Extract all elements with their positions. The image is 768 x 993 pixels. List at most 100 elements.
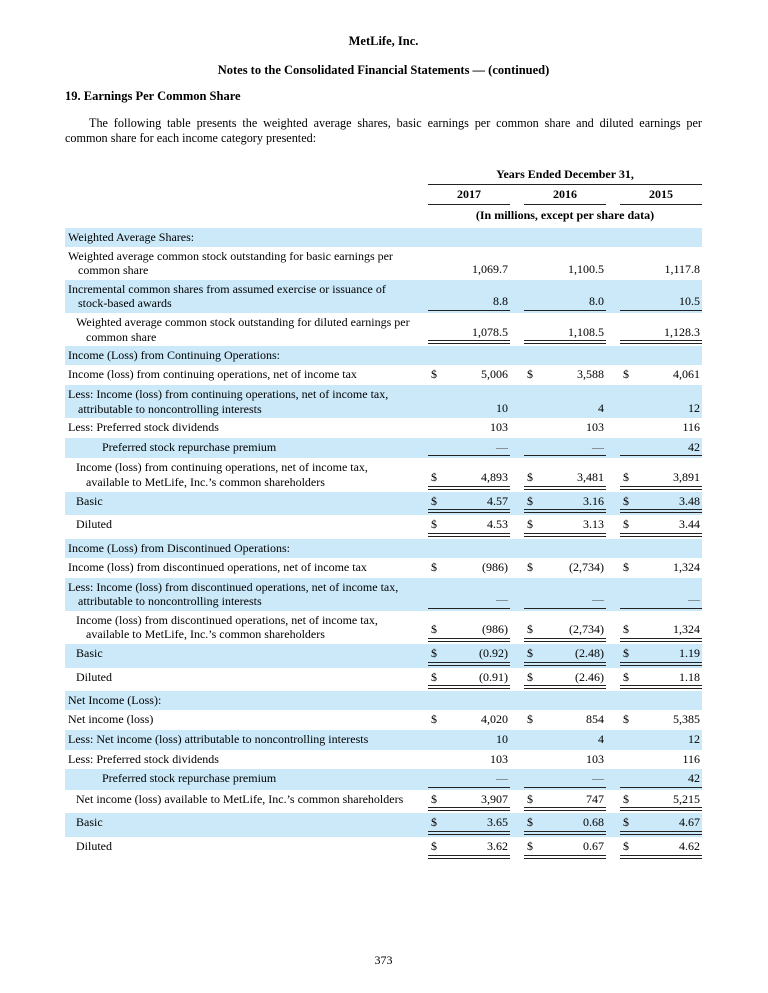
value-cell: 1,108.5 xyxy=(524,325,606,345)
value: 3.13 xyxy=(583,517,604,532)
value-cell: $1.18 xyxy=(620,670,702,690)
value-cell: 42 xyxy=(620,440,702,457)
value-cell: $3.44 xyxy=(620,517,702,537)
value-cell: $ (0.92) xyxy=(428,646,510,666)
value: 3.62 xyxy=(487,839,508,853)
value-cell: 1,100.5 xyxy=(524,262,606,278)
value-cell: $3.16 xyxy=(524,494,606,514)
table-row: Less: Preferred stock dividends 103 103 116 xyxy=(65,418,702,438)
dollar-sign: $ xyxy=(431,669,437,684)
dollar-sign: $ xyxy=(623,622,629,637)
row-label: Income (Loss) from Continuing Operations… xyxy=(68,348,280,363)
row-label: Weighted average common stock outstandin… xyxy=(68,248,393,278)
table-row: Income (loss) from continuing operations… xyxy=(65,365,702,385)
table-row: Income (loss) from discontinued operatio… xyxy=(65,611,702,644)
dollar-sign: $ xyxy=(527,712,533,727)
value-cell: $4.57 xyxy=(428,494,510,514)
value: 1,324 xyxy=(673,622,700,637)
value: 8.0 xyxy=(589,294,604,309)
value: 4.57 xyxy=(487,493,508,508)
value: 8.8 xyxy=(493,294,508,309)
value-cell: — xyxy=(524,592,606,609)
row-label: Income (loss) from continuing operations… xyxy=(68,367,357,382)
row-label: Diluted xyxy=(76,517,112,532)
notes-subtitle: Notes to the Consolidated Financial Stat… xyxy=(217,63,550,77)
value: 4.53 xyxy=(487,517,508,532)
row-label: Weighted average common stock outstandin… xyxy=(76,315,410,344)
dollar-sign: $ xyxy=(527,839,533,853)
dollar-sign: $ xyxy=(431,815,437,830)
value: 116 xyxy=(682,420,700,435)
value: 4,020 xyxy=(481,712,508,727)
value-cell: $ (986) xyxy=(428,560,510,576)
value-cell: — xyxy=(524,771,606,788)
row-label: Less: Preferred stock dividends xyxy=(68,751,219,766)
table-row: Basic $ (0.92) $ (2.48) $1.19 xyxy=(65,644,702,668)
dollar-sign: $ xyxy=(623,470,629,484)
row-label: Less: Income (loss) from continuing oper… xyxy=(68,386,389,416)
value: 0.67 xyxy=(583,839,604,853)
value-cell: $ (2,734) xyxy=(524,622,606,642)
value: 3.44 xyxy=(679,517,700,532)
value-cell: 10.5 xyxy=(620,294,702,311)
row-label: Diluted xyxy=(76,839,112,853)
table-row: Basic $3.65 $0.68 $4.67 xyxy=(65,813,702,837)
value-cell: 10 xyxy=(428,732,510,748)
value: 3,907 xyxy=(481,791,508,806)
row-label: Income (Loss) from Discontinued Operatio… xyxy=(68,540,290,555)
value-cell: 103 xyxy=(428,420,510,436)
value: (2,734) xyxy=(569,622,604,637)
value-cell: 116 xyxy=(620,752,702,768)
value-cell: $4,893 xyxy=(428,470,510,490)
row-label: Basic xyxy=(76,815,103,830)
company-title: MetLife, Inc. xyxy=(348,34,419,48)
value-cell: $ (986) xyxy=(428,622,510,642)
value-cell: 12 xyxy=(620,732,702,748)
dollar-sign: $ xyxy=(431,470,437,484)
dollar-sign: $ xyxy=(431,839,437,853)
row-label: Diluted xyxy=(76,669,112,684)
value-cell: $3.62 xyxy=(428,839,510,859)
dollar-sign: $ xyxy=(623,559,629,574)
dollar-sign: $ xyxy=(527,517,533,532)
value: 3.48 xyxy=(679,493,700,508)
value-cell: $1,324 xyxy=(620,560,702,576)
value-cell: $4.62 xyxy=(620,839,702,859)
table-row: Income (loss) from discontinued operatio… xyxy=(65,558,702,578)
value-cell: $3.65 xyxy=(428,815,510,835)
value-cell: $ (2,734) xyxy=(524,560,606,576)
value: 1.18 xyxy=(679,669,700,684)
dollar-sign: $ xyxy=(431,559,437,574)
value-cell: 8.8 xyxy=(428,294,510,311)
value-cell: — xyxy=(428,592,510,609)
row-label: Less: Income (loss) from discontinued op… xyxy=(68,579,399,609)
dollar-sign: $ xyxy=(527,367,533,382)
table-row: Basic $4.57 $3.16 $3.48 xyxy=(65,491,702,516)
dollar-sign: $ xyxy=(527,646,533,660)
value: — xyxy=(592,439,604,454)
value: — xyxy=(496,439,508,454)
dollar-sign: $ xyxy=(623,646,629,660)
intro-paragraph: The following table presents the weighte… xyxy=(65,116,702,146)
dollar-sign: $ xyxy=(431,517,437,532)
row-label: Income (loss) from discontinued operatio… xyxy=(68,559,367,574)
value-cell: 1,117.8 xyxy=(620,262,702,278)
value: (986) xyxy=(482,622,508,637)
value-cell: 1,069.7 xyxy=(428,262,510,278)
value: 854 xyxy=(586,712,604,727)
value-cell: $3.13 xyxy=(524,517,606,537)
table-row: Weighted average common stock outstandin… xyxy=(65,313,702,346)
row-label: Preferred stock repurchase premium xyxy=(102,771,277,786)
value: 103 xyxy=(586,420,604,435)
value: 4,061 xyxy=(673,367,700,382)
value: 10 xyxy=(496,400,508,415)
dollar-sign: $ xyxy=(623,839,629,853)
value-cell: 116 xyxy=(620,420,702,436)
value-cell: — xyxy=(524,440,606,457)
value-cell: $4,020 xyxy=(428,712,510,728)
value-cell: 4 xyxy=(524,732,606,748)
table-row: Less: Income (loss) from discontinued op… xyxy=(65,577,702,611)
dollar-sign: $ xyxy=(623,367,629,382)
value-cell: $854 xyxy=(524,712,606,728)
dollar-sign: $ xyxy=(527,493,533,508)
